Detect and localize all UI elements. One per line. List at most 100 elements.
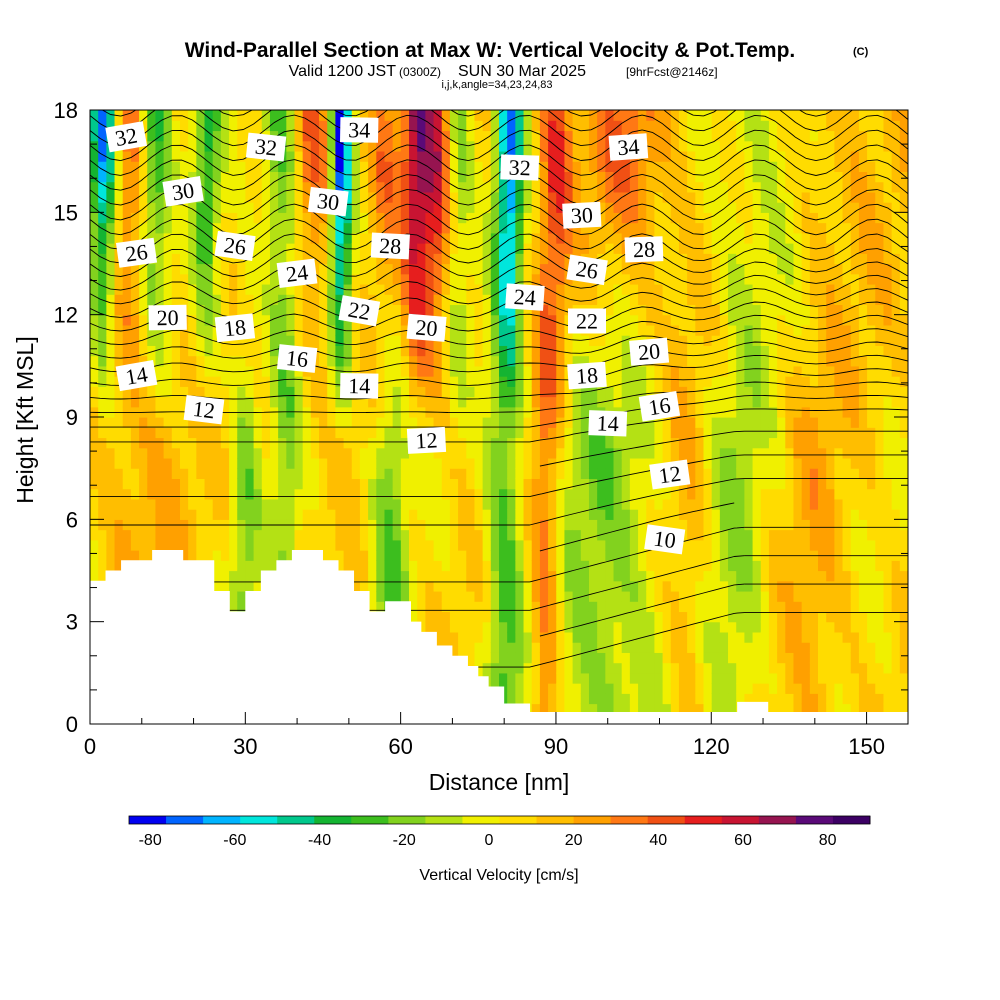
field-cell <box>613 120 623 132</box>
field-cell <box>678 560 688 572</box>
field-cell <box>556 181 566 193</box>
field-cell <box>425 355 435 367</box>
field-cell <box>768 631 778 643</box>
field-cell <box>548 232 557 244</box>
field-cell <box>499 447 508 459</box>
field-cell <box>392 488 402 500</box>
field-cell <box>760 498 770 510</box>
field-cell <box>760 304 770 316</box>
field-cell <box>744 672 754 684</box>
field-cell <box>474 130 484 142</box>
field-cell <box>638 539 647 551</box>
field-cell <box>719 437 729 449</box>
field-cell <box>449 386 459 398</box>
field-cell <box>621 376 631 387</box>
field-cell <box>359 457 369 469</box>
field-cell <box>417 621 426 633</box>
field-cell <box>376 314 386 326</box>
field-cell <box>515 662 525 674</box>
field-cell <box>564 550 574 561</box>
field-cell <box>90 396 99 408</box>
field-cell <box>588 335 598 346</box>
field-cell <box>719 335 729 346</box>
field-cell <box>245 335 255 346</box>
field-cell <box>703 335 713 346</box>
field-cell <box>539 437 549 449</box>
field-cell <box>548 140 557 152</box>
field-cell <box>474 273 484 285</box>
field-cell <box>531 110 541 121</box>
field-cell <box>531 232 541 244</box>
field-cell <box>556 580 566 592</box>
field-cell <box>523 478 533 490</box>
field-cell <box>179 365 189 377</box>
field-cell <box>719 376 729 387</box>
field-cell <box>760 672 770 684</box>
field-cell <box>155 376 165 387</box>
field-cell <box>588 662 598 674</box>
field-cell <box>400 191 410 203</box>
field-cell <box>670 498 680 510</box>
field-cell <box>605 263 615 275</box>
field-cell <box>531 202 541 213</box>
field-cell <box>400 150 410 162</box>
field-cell <box>269 283 279 295</box>
field-cell <box>466 253 476 265</box>
field-cell <box>400 212 410 224</box>
field-cell <box>253 202 263 213</box>
field-cell <box>605 232 615 244</box>
field-cell <box>515 120 525 132</box>
field-cell <box>343 150 353 162</box>
field-cell <box>98 509 107 520</box>
field-cell <box>760 509 770 520</box>
field-cell <box>548 150 557 162</box>
field-cell <box>678 427 688 439</box>
field-cell <box>752 529 762 541</box>
field-cell <box>572 171 582 183</box>
field-cell <box>114 212 124 224</box>
field-cell <box>294 130 304 142</box>
field-cell <box>139 437 148 449</box>
field-cell <box>531 611 541 623</box>
field-cell <box>433 161 443 172</box>
field-cell <box>441 273 451 285</box>
field-cell <box>188 294 197 306</box>
field-cell <box>220 396 230 408</box>
field-cell <box>638 683 647 694</box>
field-cell <box>171 355 181 367</box>
field-cell <box>711 386 721 398</box>
field-cell <box>130 283 140 295</box>
field-cell <box>400 120 410 132</box>
field-cell <box>736 611 745 623</box>
field-cell <box>580 355 590 367</box>
field-cell <box>466 590 476 602</box>
field-cell <box>433 396 443 408</box>
field-cell <box>605 590 615 602</box>
field-cell <box>392 345 402 357</box>
field-cell <box>515 355 525 367</box>
field-cell <box>556 386 566 398</box>
field-cell <box>760 417 770 428</box>
field-cell <box>629 427 639 439</box>
field-cell <box>556 263 566 275</box>
field-cell <box>253 509 263 520</box>
field-cell <box>703 590 713 602</box>
field-cell <box>564 232 574 244</box>
field-cell <box>155 263 165 275</box>
field-cell <box>736 110 745 121</box>
field-cell <box>556 560 566 572</box>
field-cell <box>629 529 639 541</box>
field-cell <box>597 335 606 346</box>
field-cell <box>212 355 222 367</box>
field-cell <box>629 631 639 643</box>
field-cell <box>384 437 394 449</box>
field-cell <box>433 488 443 500</box>
field-cell <box>638 171 647 183</box>
field-cell <box>564 468 574 479</box>
field-cell <box>392 140 402 152</box>
field-cell <box>245 437 255 449</box>
field-cell <box>376 590 386 602</box>
field-cell <box>171 386 181 398</box>
field-cell <box>597 672 606 684</box>
field-cell <box>441 324 451 336</box>
